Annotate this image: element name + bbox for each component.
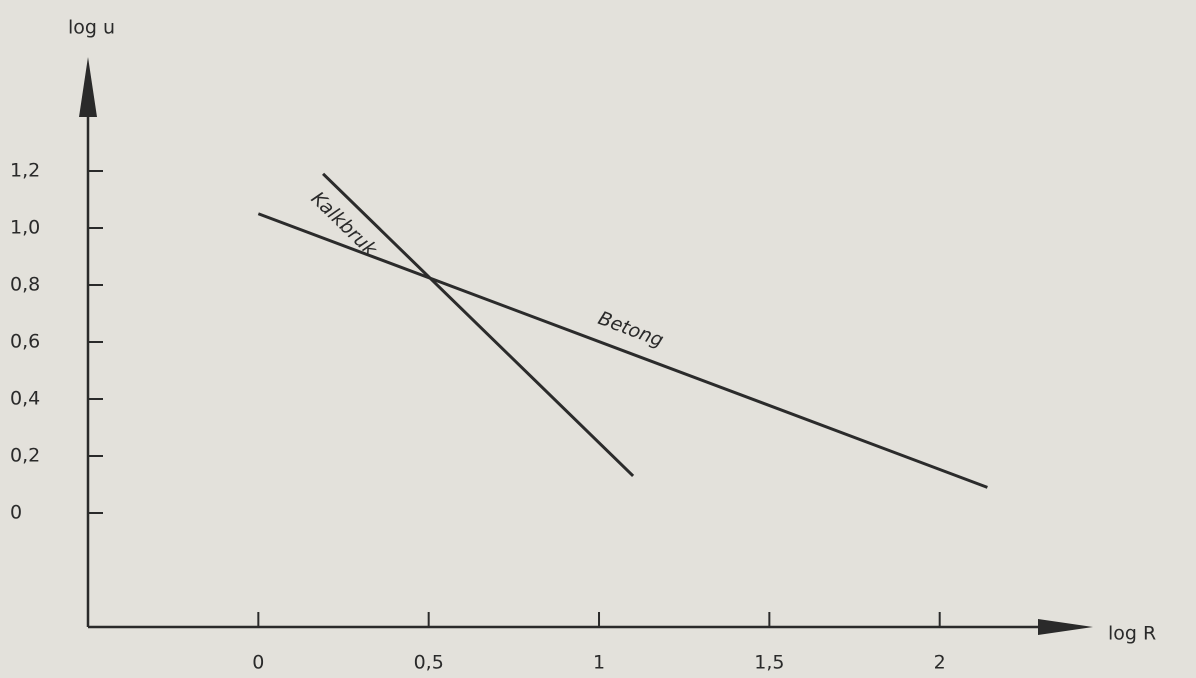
x-axis-arrow — [1038, 619, 1093, 635]
y-axis-label: log u — [68, 17, 115, 39]
x-tick-label: 2 — [934, 652, 946, 674]
y-tick-label: 1,2 — [10, 160, 40, 182]
x-tick-label: 0,5 — [414, 652, 444, 674]
x-tick-label: 0 — [252, 652, 264, 674]
x-axis-label: log R — [1108, 623, 1156, 645]
y-tick-label: 0 — [10, 502, 22, 524]
y-tick-label: 0,2 — [10, 445, 40, 467]
y-tick-label: 0,6 — [10, 331, 40, 353]
x-tick-label: 1 — [593, 652, 605, 674]
y-tick-label: 0,4 — [10, 388, 40, 410]
x-tick-label: 1,5 — [754, 652, 784, 674]
y-tick-label: 1,0 — [10, 217, 40, 239]
line — [322, 172, 635, 478]
y-tick-label: 0,8 — [10, 274, 40, 296]
line — [257, 212, 988, 489]
y-axis-arrow — [79, 57, 97, 117]
